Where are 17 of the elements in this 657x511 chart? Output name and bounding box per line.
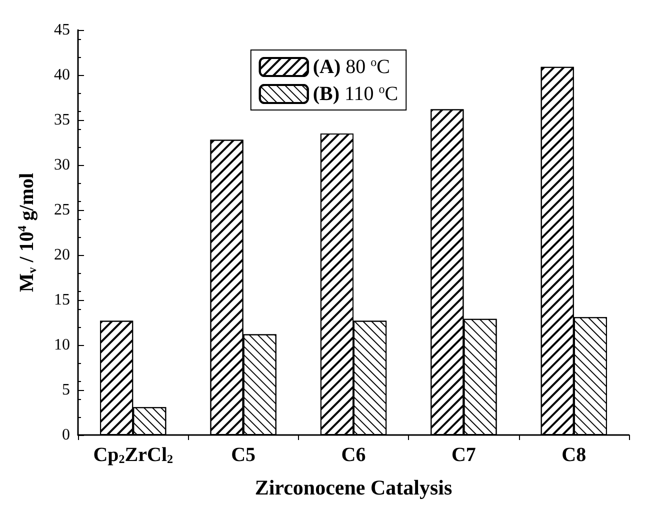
y-tick-label: 5 [62, 382, 70, 398]
y-tick-label: 40 [54, 66, 70, 84]
y-tick-label: 25 [54, 202, 70, 218]
x-tick-label: C5 [231, 444, 256, 466]
x-tick-label: C7 [451, 444, 476, 466]
y-axis-title: Mv / 104 g/mol [15, 172, 39, 292]
x-tick-label: Cp2ZrCl2 [93, 444, 173, 466]
x-axis-title: Zirconocene Catalysis [254, 476, 452, 500]
y-tick-label: 35 [54, 112, 70, 128]
x-tick-label: C8 [562, 444, 586, 466]
y-tick-label: 15 [54, 292, 70, 308]
y-tick-label: 45 [54, 22, 70, 38]
y-tick-label: 20 [54, 246, 70, 264]
x-tick-label: C6 [341, 444, 366, 466]
y-tick-label: 0 [62, 426, 70, 444]
y-tick-label: 30 [54, 156, 70, 174]
y-tick-label: 10 [54, 336, 70, 354]
